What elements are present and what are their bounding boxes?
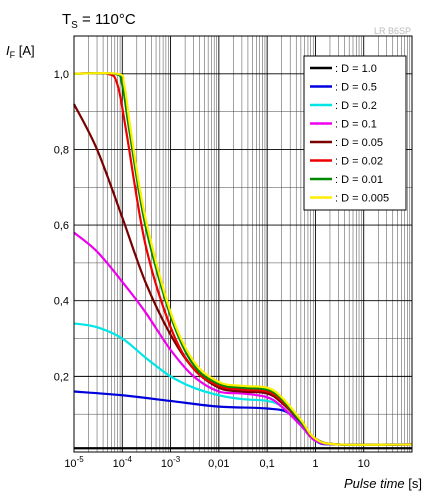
y-tick-label: 0,4: [54, 296, 69, 308]
series-line: [73, 71, 413, 446]
legend-label: : D = 0.5: [335, 82, 377, 94]
x-tick-label: 10: [358, 458, 370, 470]
y-tick-label: 0,2: [54, 371, 69, 383]
legend-label: : D = 0.02: [335, 156, 383, 168]
y-tick-label: 0,6: [54, 220, 69, 232]
x-axis-label: Pulse time [s]: [344, 476, 422, 491]
watermark: LR B6SP: [374, 26, 411, 36]
legend-label: : D = 0.005: [335, 193, 389, 205]
legend: : D = 1.0 : D = 0.5 : D = 0.2 : D = 0.1 : D …: [303, 55, 407, 211]
tick-labels: 0,2 0,4 0,6 0,8 1,0 10-5 10-4 10-3 0,01 0,1 1 10: [54, 69, 370, 470]
x-tick-label: 10-3: [161, 455, 181, 470]
legend-label: : D = 0.2: [335, 100, 377, 112]
legend-label: : D = 0.1: [335, 119, 377, 131]
y-axis-label: IF [A]: [6, 43, 35, 60]
chart-title: TS = 110°C: [62, 11, 136, 31]
legend-label: : D = 0.05: [335, 137, 383, 149]
legend-box: [303, 55, 407, 211]
x-tick-label: 0,01: [208, 458, 229, 470]
series-line: [73, 231, 413, 446]
legend-label: : D = 1.0: [335, 63, 377, 75]
x-tick-label: 10-5: [64, 455, 84, 470]
x-tick-label: 10-4: [113, 455, 133, 470]
x-tick-label: 1: [312, 458, 318, 470]
y-tick-label: 1,0: [54, 69, 69, 81]
x-tick-label: 0,1: [259, 458, 274, 470]
legend-label: : D = 0.01: [335, 174, 383, 186]
series-group: [73, 71, 413, 450]
y-tick-label: 0,8: [54, 144, 69, 156]
plot-frame: [73, 35, 413, 453]
